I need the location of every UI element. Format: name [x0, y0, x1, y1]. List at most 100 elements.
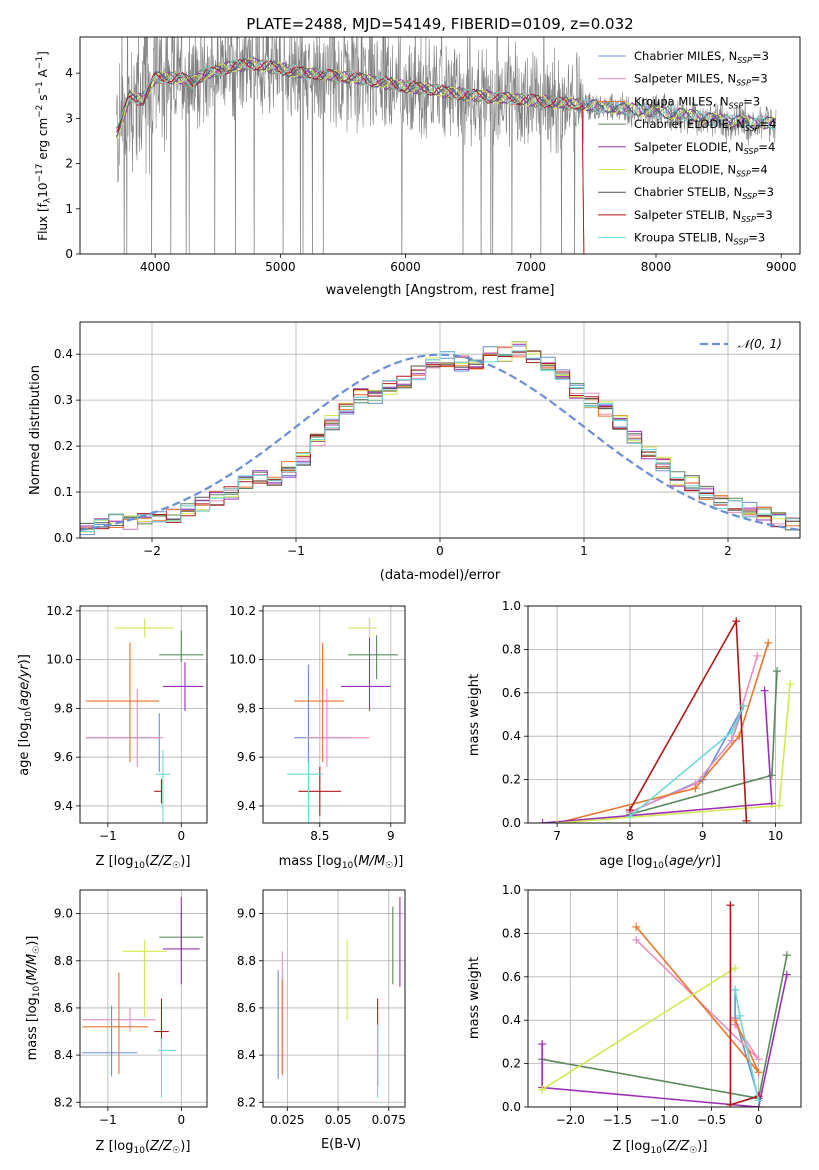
observed-spectrum-line	[116, 37, 777, 254]
legend-label: Kroupa STELIB, NSSP=3	[634, 231, 765, 247]
weight-line-7	[734, 989, 760, 1101]
y-tick-label: 9.4	[237, 799, 256, 813]
weight-line-2	[556, 642, 769, 823]
y-tick-label: 0.6	[502, 686, 521, 700]
x-tick-label: 0.05	[325, 1113, 352, 1127]
x-tick-label: 2	[724, 544, 732, 558]
wAge-ylabel: mass weight	[467, 674, 482, 756]
axes: −1 0 8.2 8.4 8.6 8.8 9.0	[54, 889, 208, 1127]
legend-subscript: SSP	[741, 215, 756, 224]
weight-line-5	[541, 967, 736, 1091]
figure-title: PLATE=2488, MJD=54149, FIBERID=0109, z=0…	[246, 15, 633, 33]
x-tick-label: 1	[580, 544, 588, 558]
y-tick-label: 1.0	[502, 599, 521, 613]
y-tick-label: 0.8	[502, 642, 521, 656]
ageM-xlabel: mass [log10(M/M☉)]	[279, 854, 404, 871]
x-tick-label: −1.0	[650, 1113, 679, 1127]
x-tick-label: 6000	[390, 260, 421, 274]
y-tick-label: 0.1	[54, 485, 73, 499]
x-tick-label: −1	[99, 829, 117, 843]
legend-label: Chabrier ELODIE, NSSP=4	[634, 117, 776, 133]
y-tick-label: 1	[65, 202, 73, 216]
plot-area	[287, 618, 398, 823]
y-tick-label: 10.2	[229, 604, 256, 618]
y-tick-label: 0.8	[502, 926, 521, 940]
x-tick-label: −2	[143, 544, 161, 558]
y-tick-label: 0.0	[502, 816, 521, 830]
y-tick-label: 9.6	[237, 750, 256, 764]
plot-area	[85, 618, 204, 823]
legend-suffix: =4	[751, 163, 768, 177]
axes-frame	[79, 889, 208, 1108]
y-tick-label: 8.6	[237, 1001, 256, 1015]
axes: 8.5 9 9.4 9.6 9.8 10.0 10.2	[229, 604, 406, 843]
legend-suffix: =3	[748, 231, 765, 245]
age-vs-Z-panel: Z [log10(Z/Z☉)] age [log10(age/yr)] −1 0 9…	[17, 604, 208, 871]
model-line-4	[116, 57, 777, 133]
x-tick-label: 8	[626, 829, 634, 843]
y-tick-label: 9.0	[237, 907, 256, 921]
legend-subscript: SSP	[737, 56, 752, 65]
y-tick-label: 8.8	[237, 954, 256, 968]
y-tick-label: 8.8	[54, 954, 73, 968]
histogram-step-7	[80, 351, 800, 530]
legend-subscript: SSP	[744, 147, 759, 156]
y-tick-label: 0.4	[502, 729, 521, 743]
model-line-8	[116, 58, 777, 130]
x-tick-label: 7	[553, 829, 561, 843]
y-tick-label: 0.0	[502, 1100, 521, 1114]
x-tick-label: 9000	[766, 260, 797, 274]
wAge-xlabel: age [log10(age/yr)]	[599, 854, 721, 871]
y-tick-label: 3	[65, 111, 73, 125]
wZ-ylabel: mass weight	[467, 957, 482, 1039]
y-tick-label: 8.4	[54, 1048, 73, 1062]
axes-frame	[527, 605, 802, 824]
model-line-5	[116, 58, 777, 139]
weight-line-2	[635, 926, 760, 1073]
mass-vs-Z-panel: Z [log10(Z/Z☉)] mass [log10(M/M☉)] −1 0 8.…	[25, 889, 208, 1156]
legend-suffix: =3	[751, 72, 768, 86]
legend-suffix: =4	[758, 140, 775, 154]
plot-area	[80, 341, 800, 536]
legend-suffix: =3	[743, 94, 760, 108]
x-tick-label: −1.5	[603, 1113, 632, 1127]
y-tick-label: 0	[65, 247, 73, 261]
age-vs-mass-panel: mass [log10(M/M☉)] 8.5 9 9.4 9.6 9.8 10.0 10.2	[229, 604, 406, 871]
y-tick-label: 8.2	[54, 1095, 73, 1109]
axes-frame	[527, 889, 802, 1108]
legend-subscript: SSP	[736, 79, 751, 88]
y-tick-label: 0.2	[502, 1057, 521, 1071]
axes-frame	[262, 605, 406, 824]
legend-label: Salpeter STELIB, NSSP=3	[634, 208, 773, 224]
plot-area	[82, 897, 204, 1098]
ageZ-xlabel: Z [log10(Z/Z☉)]	[96, 854, 191, 871]
massE-xlabel: E(B-V)	[321, 1137, 361, 1152]
residuals-ylabel: Normed distribution	[28, 365, 43, 495]
x-tick-label: −1	[99, 1113, 117, 1127]
y-tick-label: 8.4	[237, 1048, 256, 1062]
y-tick-label: 2	[65, 157, 73, 171]
y-tick-label: 8.2	[237, 1095, 256, 1109]
x-tick-label: 0.075	[372, 1113, 406, 1127]
spectrum-ylabel: Flux [fλ10−17 erg cm−2 s−1 A−1]	[35, 51, 53, 241]
y-tick-label: 9.0	[54, 907, 73, 921]
residuals-panel: (data-model)/error Normed distribution −…	[28, 321, 801, 583]
axes: 4000 5000 6000 7000 8000 9000 0 1 2 3 4 Chabrier MI…	[65, 36, 801, 274]
residuals-xlabel: (data-model)/error	[380, 568, 501, 583]
y-tick-label: 0.3	[54, 393, 73, 407]
x-tick-label: −0.5	[697, 1113, 726, 1127]
axes: −2 −1 0 1 2 0.0 0.1 0.2 0.3 0.4 𝒩(0, 1)	[54, 321, 801, 558]
spectrum-legend: Chabrier MILES, NSSP=3 Salpeter MILES, NS…	[598, 49, 776, 247]
ageZ-ylabel: age [log10(age/yr)]	[17, 654, 34, 776]
x-tick-label: 7000	[516, 260, 547, 274]
y-tick-label: 10.2	[46, 604, 73, 618]
x-tick-label: 4000	[140, 260, 171, 274]
x-tick-label: 0.025	[270, 1113, 304, 1127]
weight-line-4	[541, 974, 788, 1107]
axes-frame	[262, 889, 406, 1108]
y-tick-label: 0.4	[502, 1013, 521, 1027]
x-tick-label: 9	[699, 829, 707, 843]
legend-subscript: SSP	[742, 192, 757, 201]
spectrum-panel: wavelength [Angstrom, rest frame] Flux […	[35, 36, 801, 298]
plot-area	[115, 37, 777, 254]
